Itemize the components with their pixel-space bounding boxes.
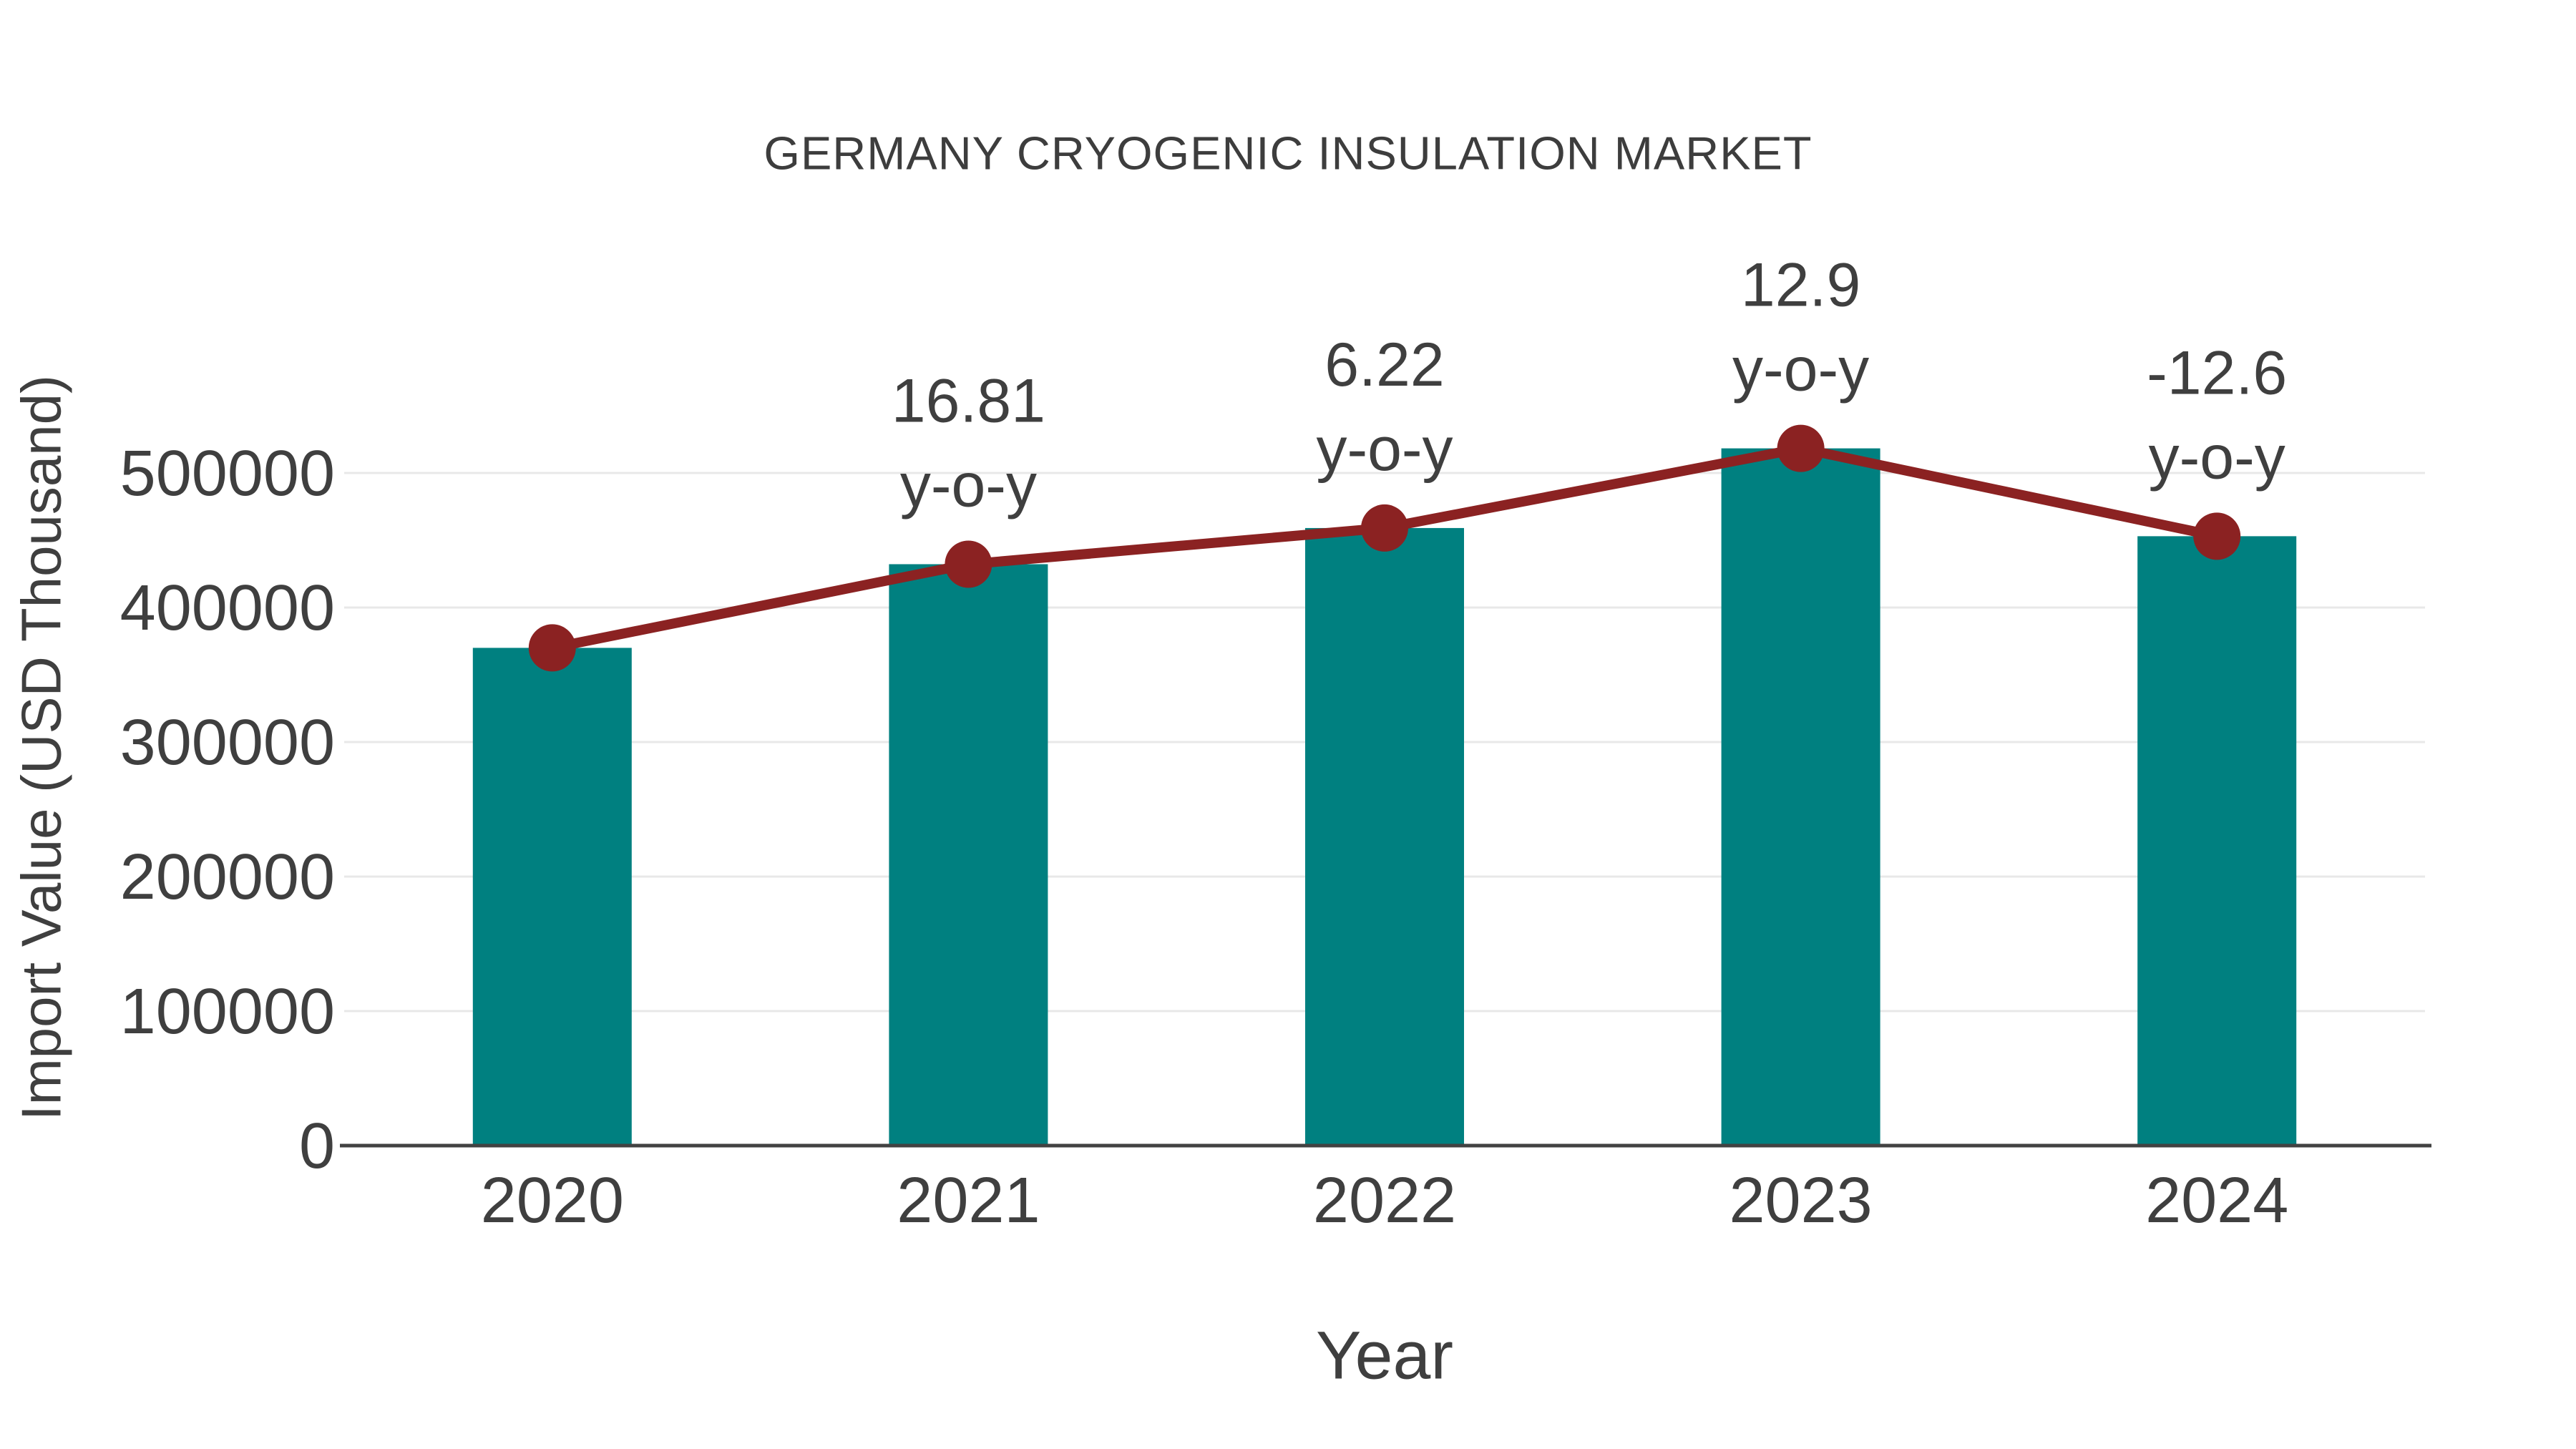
bar-series — [472, 448, 2297, 1146]
y-tick-label: 200000 — [120, 841, 335, 913]
bar-2020[interactable] — [472, 648, 632, 1146]
data-point-marker-2024[interactable] — [2193, 512, 2241, 560]
yoy-value-label-2021: 16.81 — [892, 366, 1045, 435]
y-tick-label: 300000 — [120, 707, 335, 779]
yoy-value-label-2024: -12.6 — [2147, 338, 2287, 407]
x-tick-label-2023: 2023 — [1729, 1165, 1872, 1236]
yoy-value-label-2022: 6.22 — [1324, 331, 1444, 399]
line-series — [528, 424, 2241, 672]
x-tick-label-2024: 2024 — [2145, 1165, 2288, 1236]
x-axis-title: Year — [1316, 1317, 1453, 1394]
x-tick-label-2021: 2021 — [897, 1165, 1040, 1236]
y-tick-label: 400000 — [120, 572, 335, 644]
bar-2023[interactable] — [1721, 448, 1880, 1146]
bar-2021[interactable] — [889, 564, 1048, 1146]
data-point-marker-2023[interactable] — [1777, 424, 1825, 472]
y-tick-label: 100000 — [120, 976, 335, 1048]
data-point-marker-2022[interactable] — [1361, 504, 1408, 552]
data-point-labels: 16.81 y-o-y 6.22 y-o-y 12.9 y-o-y -12.6 y-o-y — [892, 251, 2287, 520]
bar-2024[interactable] — [2137, 536, 2297, 1146]
x-tick-label-2020: 2020 — [481, 1165, 624, 1236]
x-tick-label-2022: 2022 — [1313, 1165, 1456, 1236]
yoy-suffix-label-2021: y-o-y — [900, 451, 1037, 519]
y-tick-label: 500000 — [120, 438, 335, 509]
yoy-suffix-label-2023: y-o-y — [1732, 336, 1869, 404]
chart-title: GERMANY CRYOGENIC INSULATION MARKET — [763, 127, 1813, 180]
data-point-marker-2021[interactable] — [945, 540, 992, 588]
y-tick-label: 0 — [299, 1111, 335, 1182]
yoy-value-label-2023: 12.9 — [1741, 251, 1860, 320]
yoy-suffix-label-2024: y-o-y — [2149, 423, 2285, 492]
yoy-suffix-label-2022: y-o-y — [1316, 415, 1453, 484]
bar-2022[interactable] — [1305, 527, 1464, 1146]
tick-labels: 0 100000 200000 300000 400000 500000 2020 2021 2… — [120, 438, 2289, 1236]
data-point-marker-2020[interactable] — [528, 624, 576, 672]
